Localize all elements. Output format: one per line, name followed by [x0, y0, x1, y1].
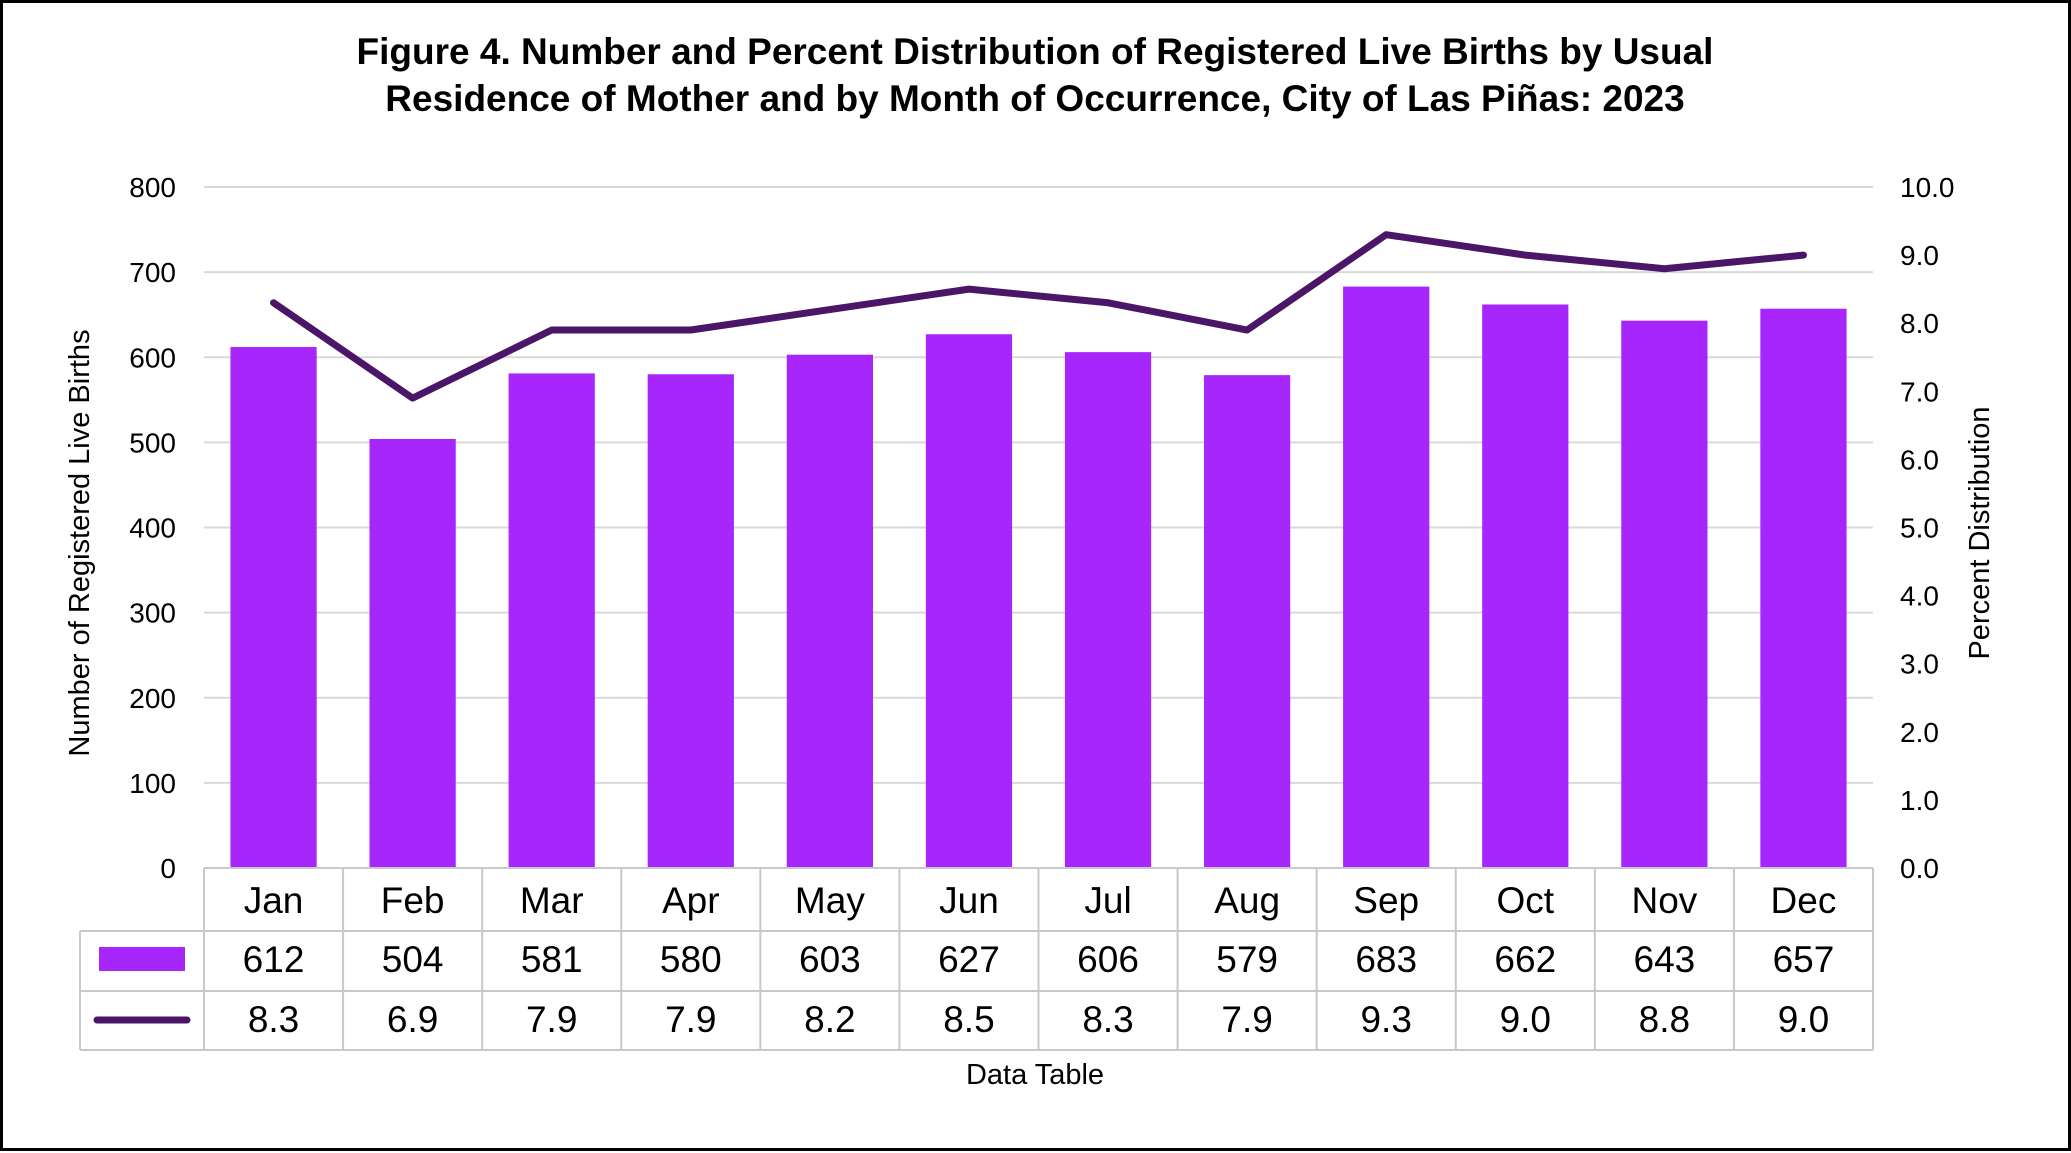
- bar-value-cell: 643: [1634, 939, 1696, 980]
- bar-series: [230, 287, 1846, 868]
- line-value-cell: 8.8: [1639, 999, 1690, 1040]
- data-table-caption: Data Table: [966, 1059, 1104, 1091]
- line-path: [274, 235, 1804, 398]
- bar-value-cell: 627: [938, 939, 1000, 980]
- bar: [787, 355, 873, 868]
- bar: [1204, 375, 1290, 868]
- x-tick-label: Feb: [381, 880, 445, 921]
- x-tick-label: Mar: [520, 880, 584, 921]
- bar: [1065, 352, 1151, 868]
- x-tick-label: May: [795, 880, 865, 921]
- right-y-tick-label: 9.0: [1900, 240, 1939, 271]
- right-y-tick-label: 8.0: [1900, 308, 1939, 339]
- left-axis-title: Number of Registered Live Births: [64, 329, 96, 756]
- bar-value-cell: 683: [1355, 939, 1417, 980]
- x-tick-label: Jul: [1084, 880, 1131, 921]
- line-series: [273, 235, 1803, 399]
- bar-value-cell: 579: [1216, 939, 1278, 980]
- left-y-tick-label: 700: [129, 257, 176, 288]
- x-tick-label: Sep: [1353, 880, 1419, 921]
- bar-value-cell: 580: [660, 939, 722, 980]
- line-value-cell: 7.9: [1221, 999, 1272, 1040]
- bar: [648, 374, 734, 868]
- right-y-tick-label: 5.0: [1900, 513, 1939, 544]
- bar: [926, 334, 1012, 868]
- chart-title-line-1: Figure 4. Number and Percent Distributio…: [357, 31, 1714, 72]
- bar: [370, 439, 456, 868]
- bar-value-cell: 662: [1494, 939, 1556, 980]
- right-y-tick-label: 6.0: [1900, 444, 1939, 475]
- bar: [1621, 321, 1707, 868]
- chart-svg: Figure 4. Number and Percent Distributio…: [3, 3, 2068, 1148]
- left-y-tick-label: 200: [129, 683, 176, 714]
- bar-value-cell: 612: [243, 939, 305, 980]
- bar-value-cell: 657: [1773, 939, 1835, 980]
- right-axis-title: Percent Distribution: [1964, 406, 1996, 659]
- bar: [1343, 287, 1429, 868]
- line-value-cell: 9.0: [1778, 999, 1829, 1040]
- data-table: Jan 612 8.3 Feb 504 6.9 Mar 581 7.9 Apr 580 7.9 May 6…: [80, 868, 1873, 1050]
- bar: [230, 347, 316, 868]
- x-tick-label: Jun: [939, 880, 999, 921]
- x-tick-label: Apr: [662, 880, 720, 921]
- x-tick-label: Nov: [1631, 880, 1697, 921]
- legend-key-bar: [99, 947, 185, 971]
- left-y-tick-label: 100: [129, 768, 176, 799]
- left-y-tick-label: 800: [129, 172, 176, 203]
- bar-value-cell: 603: [799, 939, 861, 980]
- line-value-cell: 7.9: [665, 999, 716, 1040]
- x-tick-label: Jan: [244, 880, 304, 921]
- left-y-tick-label: 0: [160, 853, 176, 884]
- line-value-cell: 9.3: [1360, 999, 1411, 1040]
- bar: [1482, 304, 1568, 868]
- line-value-cell: 8.3: [1082, 999, 1133, 1040]
- left-y-tick-label: 600: [129, 342, 176, 373]
- right-y-tick-label: 0.0: [1900, 853, 1939, 884]
- left-y-tick-label: 500: [129, 427, 176, 458]
- x-tick-label: Oct: [1497, 880, 1555, 921]
- x-tick-label: Aug: [1214, 880, 1280, 921]
- bar-value-cell: 504: [382, 939, 444, 980]
- line-value-cell: 9.0: [1500, 999, 1551, 1040]
- line-value-cell: 8.5: [943, 999, 994, 1040]
- line-value-cell: 7.9: [526, 999, 577, 1040]
- right-y-tick-label: 4.0: [1900, 581, 1939, 612]
- right-y-tick-label: 10.0: [1900, 172, 1955, 203]
- bar-value-cell: 581: [521, 939, 583, 980]
- line-value-cell: 8.3: [248, 999, 299, 1040]
- right-y-tick-label: 7.0: [1900, 376, 1939, 407]
- x-tick-label: Dec: [1771, 880, 1837, 921]
- chart-title-line-2: Residence of Mother and by Month of Occu…: [385, 78, 1684, 119]
- left-y-tick-label: 400: [129, 513, 176, 544]
- right-y-tick-label: 1.0: [1900, 785, 1939, 816]
- line-value-cell: 6.9: [387, 999, 438, 1040]
- left-y-tick-label: 300: [129, 598, 176, 629]
- bar: [1760, 309, 1846, 868]
- right-y-tick-label: 2.0: [1900, 717, 1939, 748]
- bar-value-cell: 606: [1077, 939, 1139, 980]
- bar: [509, 373, 595, 868]
- line-value-cell: 8.2: [804, 999, 855, 1040]
- right-y-tick-label: 3.0: [1900, 649, 1939, 680]
